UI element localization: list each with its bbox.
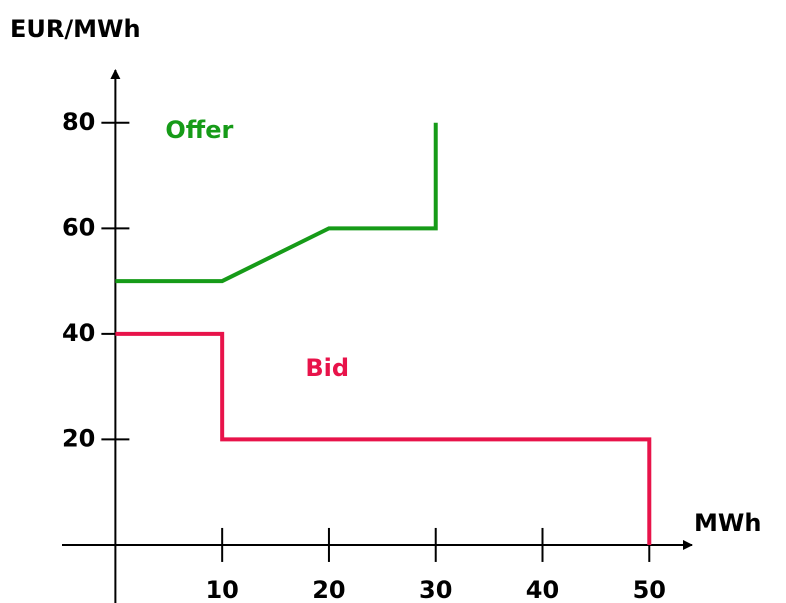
series-line — [115, 122, 438, 284]
series-label: Bid — [305, 354, 349, 382]
x-tick-label: 30 — [419, 576, 452, 603]
y-tick-label: 40 — [62, 319, 95, 347]
x-tick-label: 50 — [633, 576, 666, 603]
x-tick-label: 20 — [312, 576, 345, 603]
y-tick-label: 60 — [62, 213, 95, 241]
y-axis-label: EUR/MWh — [10, 15, 141, 43]
x-axis-label: MWh — [694, 509, 761, 537]
y-tick-label: 80 — [62, 108, 95, 136]
x-tick-label: 40 — [526, 576, 559, 603]
series-line — [115, 331, 652, 545]
y-tick-label: 20 — [62, 424, 95, 452]
series-label: Offer — [165, 116, 233, 144]
x-tick-label: 10 — [205, 576, 238, 603]
